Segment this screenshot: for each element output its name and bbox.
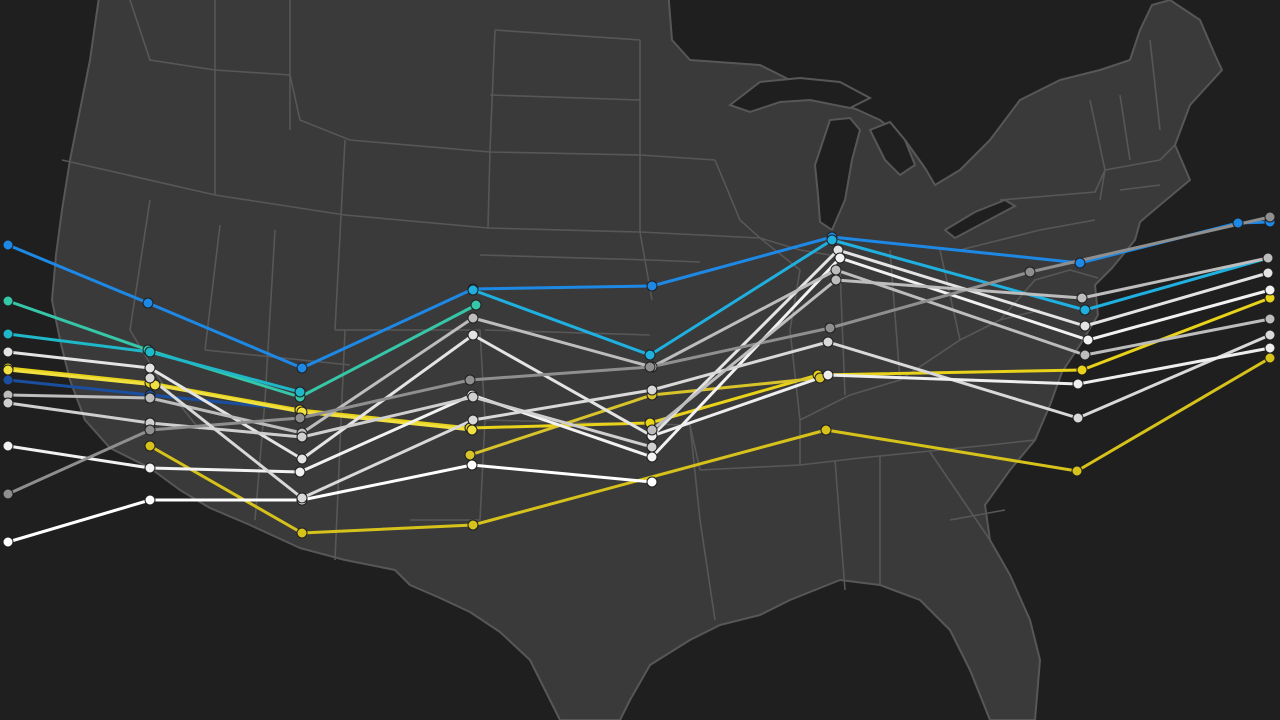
- route-line-18: [650, 256, 1270, 432]
- route-2-stop-2: [644, 349, 656, 361]
- route-6-stop-7: [1076, 364, 1088, 376]
- route-1-stop-7: [1074, 257, 1086, 269]
- route-18-stop-3: [1076, 292, 1088, 304]
- route-11-stop-2: [144, 462, 156, 474]
- route-13-stop-1: [2, 397, 14, 409]
- route-17-stop-2: [822, 369, 834, 381]
- route-10-stop-4: [467, 329, 479, 341]
- route-14-stop-5: [646, 476, 658, 488]
- route-10-stop-2: [144, 362, 156, 374]
- route-11-stop-3: [294, 466, 306, 478]
- route-16-stop-5: [822, 336, 834, 348]
- state-borders: [61, 0, 1176, 621]
- route-8-stop-4: [820, 424, 832, 436]
- route-13-stop-3: [296, 431, 308, 443]
- route-13-stop-4: [467, 391, 479, 403]
- route-10-stop-7: [1079, 320, 1091, 332]
- lake-michigan: [813, 116, 862, 232]
- route-line-17: [650, 346, 1272, 438]
- route-16-stop-6: [1072, 412, 1084, 424]
- route-1-stop-2: [142, 297, 154, 309]
- route-2-stop-4: [1079, 304, 1091, 316]
- route-11-stop-8: [1264, 284, 1276, 296]
- route-15-stop-4: [464, 374, 476, 386]
- route-line-7: [6, 368, 474, 432]
- route-4-stop-2: [144, 346, 156, 358]
- route-18-stop-4: [1262, 252, 1274, 264]
- route-3-stop-1: [2, 295, 14, 307]
- route-10-stop-3: [296, 453, 308, 465]
- route-8-stop-3: [467, 519, 479, 531]
- route-15-stop-8: [1264, 211, 1276, 223]
- route-12-stop-7: [1079, 349, 1091, 361]
- route-13-stop-5: [646, 441, 658, 453]
- route-14-stop-2: [144, 494, 156, 506]
- route-18-stop-2: [830, 274, 842, 286]
- route-4-stop-3: [294, 386, 306, 398]
- route-1-stop-3: [296, 362, 308, 374]
- route-11-stop-7: [1082, 334, 1094, 346]
- route-14-stop-4: [466, 459, 478, 471]
- route-lines: [2, 211, 1276, 548]
- route-8-stop-5: [1071, 465, 1083, 477]
- lake-superior: [727, 76, 873, 114]
- route-10-stop-1: [2, 346, 14, 358]
- route-14-stop-1: [2, 536, 14, 548]
- lake-erie: [943, 198, 1018, 240]
- route-16-stop-4: [646, 384, 658, 396]
- route-16-stop-7: [1264, 329, 1276, 341]
- route-15-stop-6: [824, 322, 836, 334]
- route-2-stop-1: [467, 284, 479, 296]
- route-8-stop-1: [144, 440, 156, 452]
- route-7-stop-1: [2, 364, 14, 376]
- route-12-stop-4: [467, 312, 479, 324]
- route-11-stop-6: [834, 252, 846, 264]
- lake-huron: [868, 120, 917, 177]
- route-15-stop-7: [1024, 266, 1036, 278]
- route-7-stop-4: [466, 424, 478, 436]
- route-2-stop-3: [826, 234, 838, 246]
- route-11-stop-1: [2, 440, 14, 452]
- route-8-stop-6: [1264, 352, 1276, 364]
- route-10-stop-8: [1262, 267, 1274, 279]
- route-15-stop-2: [144, 424, 156, 436]
- route-15-stop-5: [644, 361, 656, 373]
- route-16-stop-2: [296, 492, 308, 504]
- route-3-stop-4: [470, 299, 482, 311]
- route-12-stop-6: [830, 264, 842, 276]
- route-1-stop-5: [646, 280, 658, 292]
- route-11-stop-5: [646, 451, 658, 463]
- route-1-stop-8: [1232, 217, 1244, 229]
- route-16-stop-3: [467, 414, 479, 426]
- route-line-11: [6, 256, 1272, 474]
- route-line-15: [6, 215, 1272, 496]
- us-landmass: [51, 0, 1223, 720]
- route-17-stop-3: [1072, 378, 1084, 390]
- route-15-stop-3: [294, 412, 306, 424]
- route-9-stop-1: [464, 449, 476, 461]
- route-18-stop-1: [646, 424, 658, 436]
- route-15-stop-1: [2, 488, 14, 500]
- route-8-stop-2: [296, 527, 308, 539]
- route-1-stop-1: [2, 239, 14, 251]
- route-5-stop-1: [2, 374, 14, 386]
- route-16-stop-1: [144, 372, 156, 384]
- route-line-10: [6, 248, 1270, 461]
- route-4-stop-1: [2, 328, 14, 340]
- route-12-stop-2: [144, 392, 156, 404]
- route-17-stop-4: [1264, 342, 1276, 354]
- route-12-stop-8: [1264, 313, 1276, 325]
- route-line-3: [6, 299, 478, 399]
- route-line-12: [6, 268, 1272, 435]
